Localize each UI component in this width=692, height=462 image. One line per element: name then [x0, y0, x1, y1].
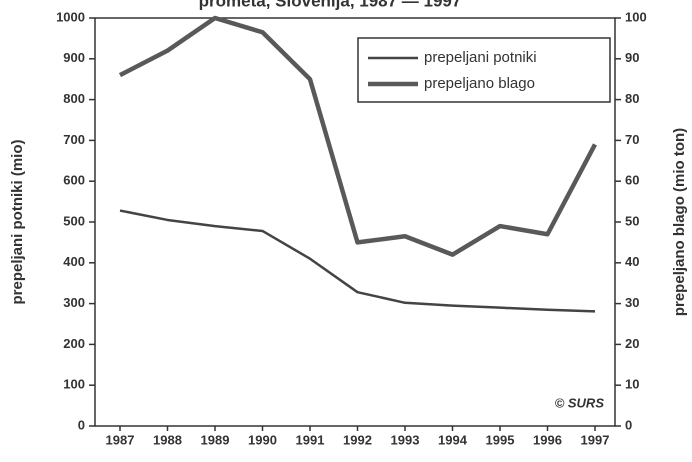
x-tick-label: 1990 [248, 432, 277, 447]
series-line [118, 15, 597, 257]
legend-box [357, 37, 611, 103]
y-tick-label: 700 [63, 132, 85, 147]
y2-tick-label: 100 [625, 9, 647, 24]
y2-tick-label: 80 [625, 91, 639, 106]
legend-label: prepeljani potniki [424, 49, 537, 66]
legend-label: prepeljano blago [424, 75, 535, 92]
y2-tick-label: 40 [625, 254, 639, 269]
x-tick-label: 1992 [343, 432, 372, 447]
y-tick-label: 200 [63, 336, 85, 351]
y-tick-label: 300 [63, 295, 85, 310]
y2-tick-label: 30 [625, 295, 639, 310]
y2-tick-label: 50 [625, 213, 639, 228]
y-tick-label: 400 [63, 254, 85, 269]
y2-axis-label: prepeljano blago (mio ton) [671, 128, 688, 316]
y2-tick-label: 0 [625, 417, 632, 432]
x-tick-label: 1996 [533, 432, 562, 447]
y2-tick-label: 70 [625, 132, 639, 147]
y2-tick-label: 60 [625, 173, 639, 188]
y-tick-label: 1000 [56, 9, 85, 24]
x-tick-label: 1997 [581, 432, 610, 447]
y-tick-label: 900 [63, 50, 85, 65]
x-tick-label: 1994 [438, 432, 468, 447]
y-axis-label: prepeljani potniki (mio) [9, 139, 26, 304]
x-tick-label: 1989 [201, 432, 230, 447]
y2-tick-label: 20 [625, 336, 639, 351]
annotation: © SURS [555, 395, 605, 410]
y-tick-label: 500 [63, 213, 85, 228]
y-tick-label: 0 [78, 417, 85, 432]
series-line [119, 209, 596, 313]
x-tick-label: 1995 [486, 432, 515, 447]
x-tick-label: 1987 [106, 432, 135, 447]
x-tick-label: 1991 [296, 432, 325, 447]
y2-tick-label: 10 [625, 377, 639, 392]
y-tick-label: 100 [63, 377, 85, 392]
y-tick-label: 800 [63, 91, 85, 106]
y2-tick-label: 90 [625, 50, 639, 65]
chart-title: prometa, Slovenija, 1987 — 1997 [199, 0, 462, 10]
x-tick-label: 1988 [153, 432, 182, 447]
x-tick-label: 1993 [391, 432, 420, 447]
y-tick-label: 600 [63, 173, 85, 188]
